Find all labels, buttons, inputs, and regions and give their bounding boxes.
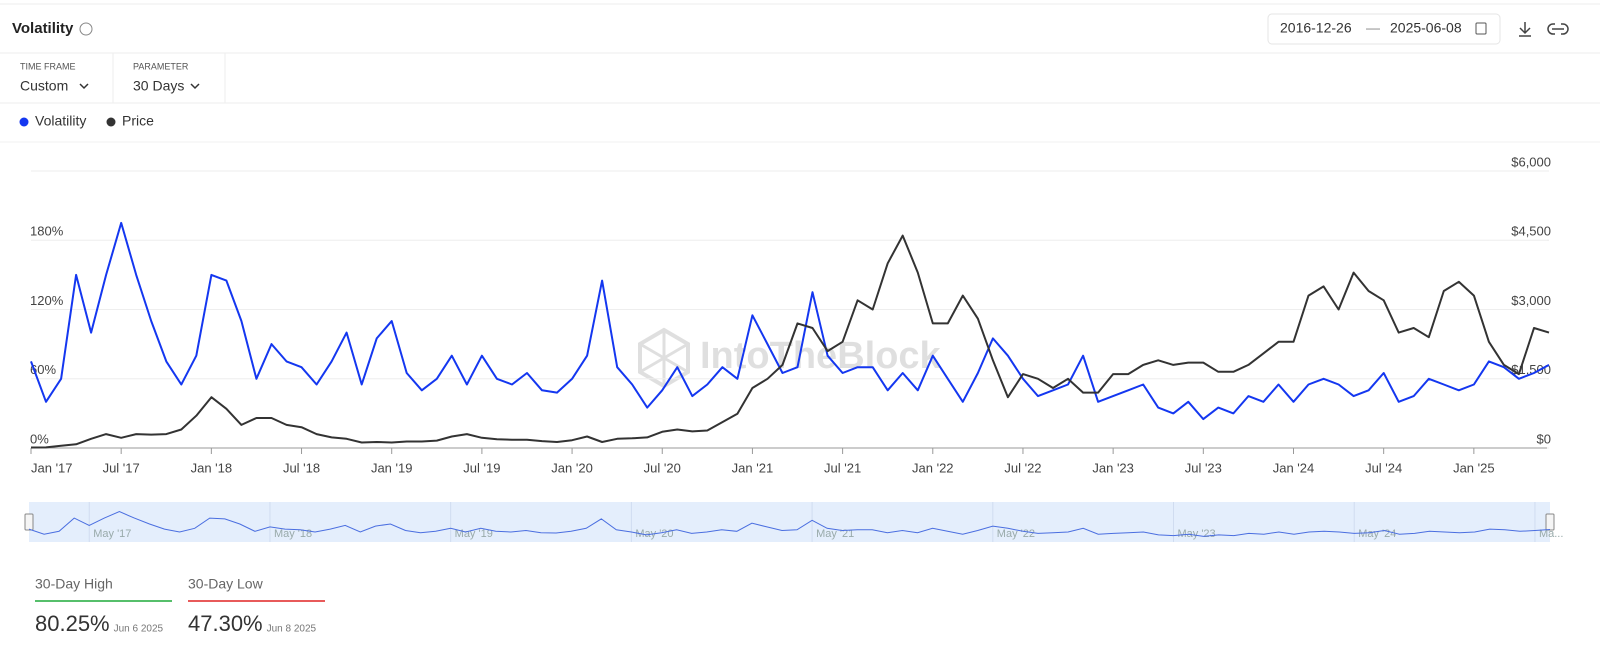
navigator-label: May '21 <box>816 528 854 540</box>
navigator-line <box>28 511 1551 537</box>
x-tick-label: Jul '20 <box>644 460 681 475</box>
navigator-label: May '24 <box>1358 528 1396 540</box>
x-tick-label: Jul '22 <box>1004 460 1041 475</box>
legend-dot <box>19 117 29 127</box>
x-tick-label: Jan '20 <box>551 460 593 475</box>
download-icon[interactable] <box>1519 22 1531 37</box>
control-label: TIME FRAME <box>20 61 76 71</box>
legend-label: Price <box>122 113 154 129</box>
series-line <box>30 234 1550 449</box>
x-tick-label: Jul '19 <box>463 460 500 475</box>
legend-dot <box>106 117 116 127</box>
navigator-label: May '19 <box>455 528 493 540</box>
navigator-window[interactable] <box>29 502 1550 542</box>
navigator-handle[interactable] <box>24 513 34 531</box>
y-tick-label: 60% <box>30 362 56 377</box>
navigator-label: Ma... <box>1539 528 1563 540</box>
x-tick-label: Jul '18 <box>283 460 320 475</box>
x-tick-label: Jul '17 <box>103 460 140 475</box>
navigator-label: May '23 <box>1178 528 1216 540</box>
navigator-label: May '22 <box>997 528 1035 540</box>
stat-date: Jun 8 2025 <box>267 624 317 635</box>
x-tick-label: Jan '25 <box>1453 460 1495 475</box>
stat-value: 47.30% <box>188 611 263 636</box>
control-value[interactable]: 30 Days <box>133 78 184 94</box>
series-line <box>30 221 1550 421</box>
y2-tick-label: $6,000 <box>1511 154 1551 169</box>
control-value[interactable]: Custom <box>20 78 68 94</box>
y-tick-label: 0% <box>30 431 49 446</box>
x-tick-label: Jan '17 <box>31 460 73 475</box>
y2-tick-label: $3,000 <box>1511 293 1551 308</box>
date-separator: — <box>1366 20 1380 36</box>
date-to[interactable]: 2025-06-08 <box>1390 20 1462 36</box>
x-tick-label: Jan '22 <box>912 460 954 475</box>
x-tick-label: Jan '21 <box>732 460 774 475</box>
calendar-icon[interactable] <box>1475 22 1487 35</box>
x-tick-label: Jul '24 <box>1365 460 1402 475</box>
chevron[interactable] <box>79 83 89 90</box>
y2-tick-label: $0 <box>1537 431 1551 446</box>
stat-label: 30-Day High <box>35 576 113 592</box>
date-range-box[interactable] <box>1267 13 1501 45</box>
page-title: Volatility <box>12 20 74 37</box>
x-tick-label: Jul '23 <box>1185 460 1222 475</box>
control-label: PARAMETER <box>133 61 189 71</box>
chevron[interactable] <box>190 83 200 90</box>
x-tick-label: Jan '19 <box>371 460 413 475</box>
x-tick-label: Jan '24 <box>1273 460 1315 475</box>
help-icon[interactable] <box>79 22 93 36</box>
navigator-label: May '18 <box>274 528 312 540</box>
y2-tick-label: $4,500 <box>1511 224 1551 239</box>
stat-label: 30-Day Low <box>188 576 264 592</box>
link-icon[interactable] <box>1547 23 1569 35</box>
x-tick-label: Jul '21 <box>824 460 861 475</box>
legend-label: Volatility <box>35 113 86 129</box>
navigator-label: May '17 <box>93 528 131 540</box>
y-tick-label: 120% <box>30 293 64 308</box>
stat-date: Jun 6 2025 <box>114 624 164 635</box>
date-from[interactable]: 2016-12-26 <box>1280 20 1352 36</box>
x-tick-label: Jan '23 <box>1092 460 1134 475</box>
x-tick-label: Jan '18 <box>191 460 233 475</box>
y-tick-label: 180% <box>30 224 64 239</box>
watermark-logo <box>638 327 690 389</box>
stat-value: 80.25% <box>35 611 110 636</box>
